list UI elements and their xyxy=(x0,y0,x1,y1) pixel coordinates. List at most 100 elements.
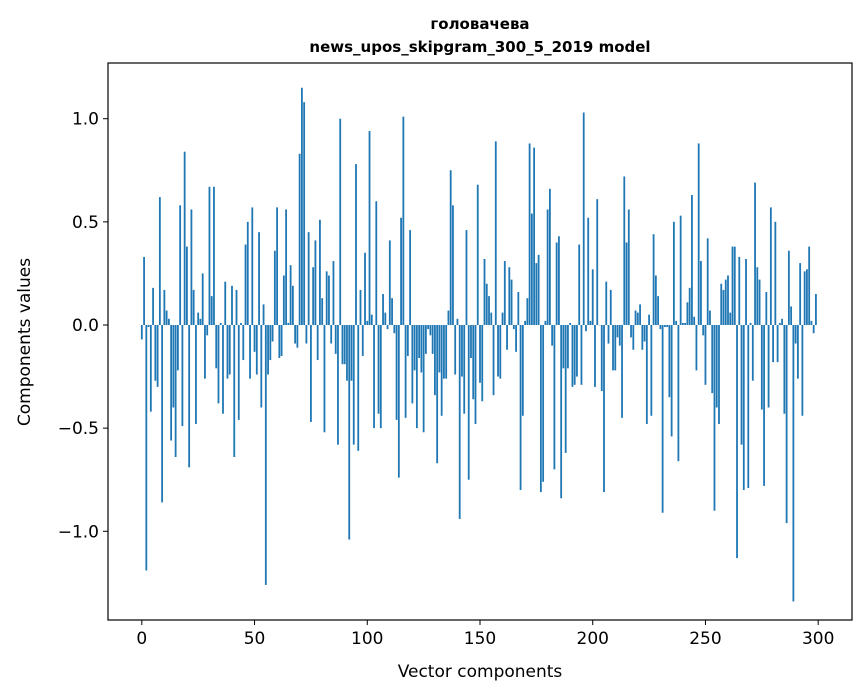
bar-component-189 xyxy=(567,324,569,369)
bar-component-173 xyxy=(530,213,533,325)
bar-component-130 xyxy=(434,324,436,396)
bar-component-117 xyxy=(404,324,407,418)
bar-component-165 xyxy=(512,324,515,330)
bar-component-136 xyxy=(447,310,450,325)
bar-component-50 xyxy=(253,324,256,352)
bar-component-293 xyxy=(801,324,804,416)
bar-component-13 xyxy=(170,324,173,441)
bar-component-106 xyxy=(379,324,382,429)
bar-component-104 xyxy=(375,201,378,325)
bar-component-143 xyxy=(463,324,466,414)
bar-component-290 xyxy=(794,324,797,344)
bar-component-295 xyxy=(806,269,808,325)
bar-component-46 xyxy=(244,244,247,325)
bar-component-45 xyxy=(242,324,245,361)
bar-component-166 xyxy=(515,324,517,352)
bar-component-195 xyxy=(580,324,583,385)
bar-component-31 xyxy=(210,296,213,325)
bar-component-116 xyxy=(402,116,405,325)
bar-component-234 xyxy=(668,324,671,398)
bar-component-223 xyxy=(643,324,646,342)
y-tick-label: 0.0 xyxy=(72,316,99,336)
bar-component-241 xyxy=(684,322,687,325)
bar-component-285 xyxy=(783,324,786,414)
bar-component-67 xyxy=(291,285,294,325)
bar-component-25 xyxy=(197,312,200,325)
bar-component-151 xyxy=(481,324,484,402)
bar-component-32 xyxy=(213,186,215,325)
bar-component-38 xyxy=(226,324,229,379)
bar-component-275 xyxy=(760,324,763,410)
bar-component-263 xyxy=(733,246,736,325)
bar-component-43 xyxy=(237,324,240,420)
bar-component-183 xyxy=(553,324,556,470)
bar-component-78 xyxy=(316,324,319,361)
bar-component-26 xyxy=(199,318,202,325)
bar-component-224 xyxy=(645,324,648,425)
bar-component-199 xyxy=(589,320,592,325)
bar-component-35 xyxy=(219,322,222,325)
bar-component-239 xyxy=(679,215,682,325)
bar-component-179 xyxy=(544,320,547,325)
bar-component-205 xyxy=(603,324,605,493)
bar-component-95 xyxy=(355,164,357,325)
bar-component-66 xyxy=(289,265,292,325)
bar-component-12 xyxy=(167,318,170,325)
bar-component-164 xyxy=(510,279,513,325)
bar-component-52 xyxy=(258,232,260,325)
bar-component-269 xyxy=(747,324,750,488)
bar-component-92 xyxy=(348,324,351,540)
bar-component-254 xyxy=(713,324,716,511)
bar-component-34 xyxy=(217,324,220,404)
bar-component-86 xyxy=(334,324,337,354)
bar-component-214 xyxy=(623,176,626,325)
bar-component-284 xyxy=(781,318,784,325)
bar-component-220 xyxy=(636,312,639,325)
y-axis: −1.0 −0.5 0.0 0.5 1.0 xyxy=(58,110,108,542)
bar-component-80 xyxy=(321,298,324,325)
bar-component-218 xyxy=(632,324,635,350)
x-axis: 0 50 100 150 200 250 300 xyxy=(136,620,834,649)
bar-component-10 xyxy=(163,289,166,325)
bar-component-33 xyxy=(215,324,218,369)
bar-component-161 xyxy=(503,261,506,325)
bar-component-287 xyxy=(787,250,790,325)
bar-component-158 xyxy=(497,324,499,377)
bar-component-174 xyxy=(533,147,536,325)
x-tick-label: 100 xyxy=(351,629,383,649)
bar-component-163 xyxy=(508,267,511,325)
bar-component-47 xyxy=(246,221,249,325)
bar-component-73 xyxy=(305,324,308,344)
bar-component-222 xyxy=(641,324,644,350)
bar-component-226 xyxy=(650,324,653,416)
bar-component-97 xyxy=(359,289,362,325)
bar-component-139 xyxy=(454,324,457,375)
bar-component-65 xyxy=(287,322,290,325)
bar-component-125 xyxy=(422,324,425,433)
bar-component-5 xyxy=(152,287,154,325)
bar-component-181 xyxy=(548,188,551,325)
bar-component-126 xyxy=(424,324,427,354)
bar-component-170 xyxy=(524,320,526,325)
bar-component-36 xyxy=(222,324,224,414)
x-tick-label: 300 xyxy=(802,629,834,649)
bar-component-168 xyxy=(519,324,522,491)
bar-component-142 xyxy=(461,324,463,377)
bar-component-185 xyxy=(558,236,560,325)
bar-component-283 xyxy=(778,322,781,325)
bar-component-17 xyxy=(179,205,182,325)
bar-component-58 xyxy=(271,324,274,342)
bar-component-70 xyxy=(298,153,301,325)
bar-component-160 xyxy=(501,312,504,325)
bar-component-28 xyxy=(204,324,206,379)
bar-component-16 xyxy=(176,324,179,371)
bar-component-1 xyxy=(143,256,145,325)
bar-component-259 xyxy=(724,279,727,325)
bar-component-82 xyxy=(325,271,328,325)
y-axis-label: Components values xyxy=(15,258,35,426)
bar-component-99 xyxy=(364,252,366,325)
bar-component-48 xyxy=(249,324,251,379)
bar-component-122 xyxy=(415,324,418,429)
bar-component-90 xyxy=(343,324,346,365)
bar-component-100 xyxy=(366,320,369,325)
